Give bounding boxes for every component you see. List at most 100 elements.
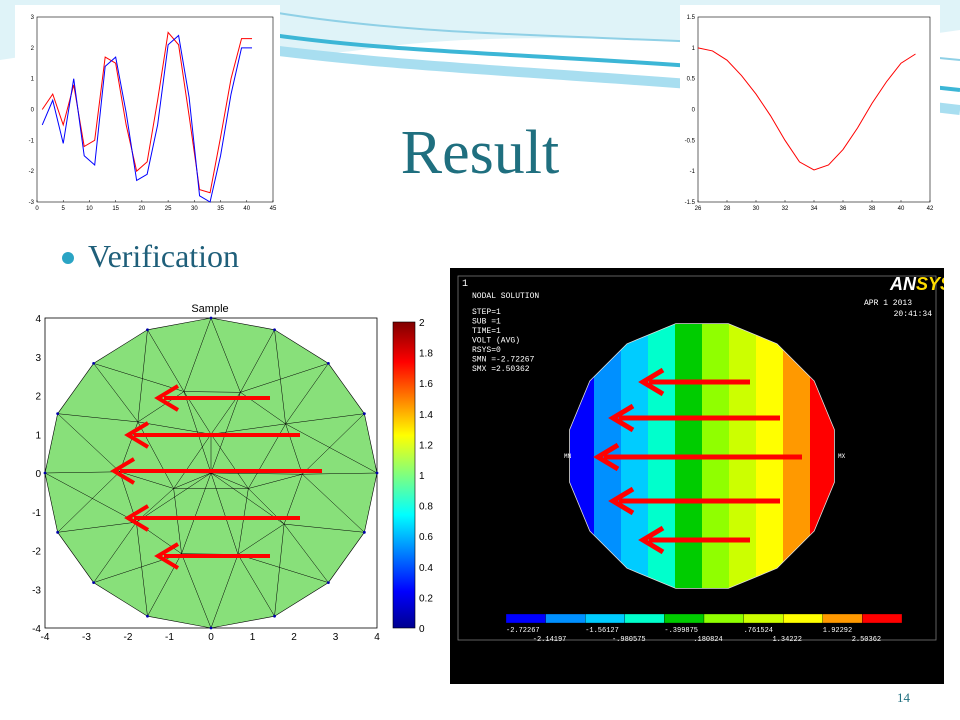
y-tick-label: 4 [35,314,41,325]
y-tick-label: -1.5 [685,200,696,206]
mesh-edge [302,413,365,475]
colorbar-tick-label: 0.4 [419,563,433,574]
mesh-edge [57,413,138,423]
mesh-edge [237,523,285,555]
ansys-info-line: SMN =-2.72267 [472,356,535,365]
mesh-edge [184,391,241,393]
series-line-0 [697,47,916,171]
x-tick-label: 25 [165,206,172,212]
chart-cosine: 26 28 30 32 34 36 38 40 42 1.5 1 0.5 0 -0.5 -1 -1.5 [680,5,940,220]
x-tick-label: 30 [753,206,760,212]
ansys-heading: NODAL SOLUTION [472,292,539,301]
ansys-info-line: STEP=1 [472,308,501,317]
mesh-edge [210,317,241,393]
mesh-node [362,412,366,416]
x-tick-label: 40 [898,206,905,212]
legend-swatch [743,613,784,624]
mesh-edge [137,329,148,422]
mesh-edge [285,423,378,474]
colorbar-tick-label: 0.2 [419,593,433,604]
y-tick-label: 1.5 [687,15,696,21]
x-tick-label: 30 [191,206,198,212]
legend-swatch [585,613,625,624]
mesh-edge [210,423,286,435]
y-tick-label: -1 [690,169,696,175]
annotation-arrowhead [124,421,150,449]
x-tick-label: 0 [208,632,214,643]
mesh-node [273,614,276,618]
series-line-1 [41,34,253,203]
legend-swatch [624,613,665,624]
legend-label-top: .761524 [744,627,773,635]
mesh-edge [237,488,249,555]
mesh-edge [210,472,249,489]
annotation-arrowhead [608,486,635,516]
annotation-arrowhead [154,542,180,570]
mesh-node [56,530,60,534]
mesh-edge [119,471,174,489]
mesh-edge [302,472,378,475]
mesh-edge [44,471,120,474]
annotation-arrowhead [608,403,635,433]
x-tick-label: 15 [112,206,119,212]
legend-label-top: -2.72267 [506,627,540,635]
mesh-edge [283,474,303,525]
y-tick-label: 3 [31,15,35,21]
x-tick-label: 26 [695,206,702,212]
y-tick-label: 1 [31,77,35,83]
plot-frame [697,16,931,203]
x-tick-label: 3 [333,632,339,643]
y-tick-label: 0.5 [687,77,696,83]
colorbar-tick-label: 1.8 [419,349,433,360]
mesh-edge [274,329,286,424]
colorbar-tick-label: 0.8 [419,502,433,513]
x-tick-label: 10 [86,206,93,212]
mesh-edge [57,471,120,533]
mesh-edge [183,317,212,392]
mesh-edge [285,423,303,475]
mesh-node [362,530,366,534]
y-tick-label: -2 [29,169,35,175]
x-tick-label: 38 [869,206,876,212]
ansys-info-line: RSYS=0 [472,346,501,355]
mesh-edge [173,434,212,489]
annotation-arrowhead [110,457,136,485]
mesh-title: Sample [191,303,228,315]
x-tick-label: -1 [165,632,174,643]
legend-label-top: 1.92292 [823,627,852,635]
mesh-edge [93,553,182,583]
y-tick-label: -4 [32,624,41,635]
mesh-edge [210,554,239,629]
mesh-edge [210,472,239,555]
x-tick-label: 34 [811,206,818,212]
legend-swatch [783,613,823,624]
mesh-edge [136,472,212,523]
x-tick-label: 28 [724,206,731,212]
legend-label-bottom: 2.50362 [852,636,881,644]
y-tick-label: -0.5 [685,138,696,144]
mesh-edge [285,413,365,425]
mesh-edge [210,434,249,489]
mesh-node [92,361,96,365]
x-tick-label: 2 [291,632,297,643]
mesh-edge [302,474,365,533]
ansys-info-line: VOLT (AVG) [472,337,520,346]
annotation-arrowhead [638,525,665,555]
x-tick-label: 36 [840,206,847,212]
x-tick-label: 1 [250,632,256,643]
mesh-edge [181,553,212,629]
mesh-edge [240,329,275,393]
y-tick-label: -3 [29,200,35,206]
legend-swatch [505,613,546,624]
annotation-arrowhead [593,442,620,472]
y-tick-label: -2 [32,547,41,558]
mesh-edge [136,522,148,617]
annotation-arrowhead [638,367,665,397]
ansys-info-line: TIME=1 [472,327,501,336]
mesh-edge [210,392,241,474]
mesh-edge [147,553,182,617]
ansys-date: APR 1 2013 [864,299,912,308]
mesh-node [209,316,213,320]
